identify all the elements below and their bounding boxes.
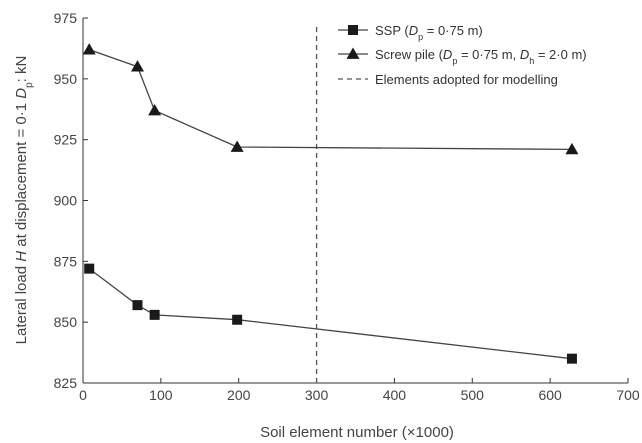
legend-label-part: p (418, 32, 423, 42)
y-tick-label: 925 (54, 132, 78, 148)
data-point-ssp (566, 353, 577, 364)
x-tick-label: 400 (383, 387, 407, 403)
data-point-ssp (232, 314, 243, 325)
legend-label-part: Elements adopted for modelling (375, 72, 558, 87)
y-tick-label: 825 (54, 375, 78, 391)
x-ticks: 0 100 200 300 400 500 600 700 (79, 378, 640, 403)
x-tick-label: 300 (305, 387, 329, 403)
legend-swatch-marker (346, 47, 360, 59)
y-axis-title-post: : kN (13, 56, 30, 83)
legend-label-part: = 0·75 m) (423, 23, 483, 38)
legend-label: Screw pile (Dp = 0·75 m, Dh = 2·0 m) (375, 47, 587, 66)
y-axis-title-var: H (13, 251, 30, 262)
series-line-ssp (88, 268, 572, 360)
legend-label-part: h (529, 56, 534, 66)
y-axis-title-sym: D (13, 88, 30, 99)
data-point-screw-pile (565, 142, 579, 155)
legend-label: Elements adopted for modelling (375, 72, 558, 87)
y-tick-label: 950 (54, 71, 78, 87)
data-point-screw-pile (230, 140, 244, 152)
legend-label-part: = 0·75 m, (457, 47, 520, 62)
data-point-screw-pile (131, 60, 144, 72)
x-tick-label: 0 (79, 387, 87, 403)
y-axis-title: Lateral load H at displacement = 0·1 Dp:… (13, 56, 35, 345)
y-axis-title-sub: p (24, 82, 35, 88)
y-tick-label: 850 (54, 314, 78, 330)
x-tick-label: 200 (227, 387, 251, 403)
legend-label-part: p (452, 56, 457, 66)
data-point-ssp (149, 309, 160, 320)
series-ssp (84, 263, 577, 364)
x-tick-label: 500 (461, 387, 485, 403)
y-axis-title-pre: Lateral load (13, 262, 30, 345)
y-axis-title-mid: at displacement = 0·1 (13, 99, 30, 251)
legend-label-part: D (520, 47, 529, 62)
y-tick-label: 975 (54, 10, 78, 26)
series-group (82, 43, 579, 364)
legend-label: SSP (Dp = 0·75 m) (375, 23, 483, 42)
data-point-screw-pile (148, 103, 162, 116)
legend: SSP (Dp = 0·75 m)Screw pile (Dp = 0·75 m… (338, 23, 587, 87)
x-tick-label: 100 (149, 387, 173, 403)
legend-item-screw: Screw pile (Dp = 0·75 m, Dh = 2·0 m) (338, 47, 587, 66)
data-point-ssp (132, 300, 143, 311)
legend-swatch-marker (348, 25, 358, 35)
y-ticks: 825 850 875 900 925 950 975 (54, 10, 88, 391)
x-tick-label: 700 (616, 387, 640, 403)
legend-item-ref: Elements adopted for modelling (338, 72, 558, 87)
y-tick-label: 875 (54, 253, 78, 269)
data-point-ssp (84, 263, 95, 274)
y-tick-label: 900 (54, 193, 78, 209)
legend-label-part: D (409, 23, 418, 38)
legend-item-ssp: SSP (Dp = 0·75 m) (338, 23, 483, 42)
x-axis-title: Soil element number (×1000) (260, 424, 454, 441)
series-screw-pile (82, 43, 579, 155)
data-point-screw-pile (82, 43, 96, 55)
legend-label-part: = 2·0 m) (534, 47, 586, 62)
series-line-screw-pile (88, 48, 572, 151)
x-tick-label: 600 (538, 387, 562, 403)
legend-label-part: SSP ( (375, 23, 409, 38)
legend-label-part: Screw pile ( (375, 47, 444, 62)
legend-label-part: D (443, 47, 452, 62)
